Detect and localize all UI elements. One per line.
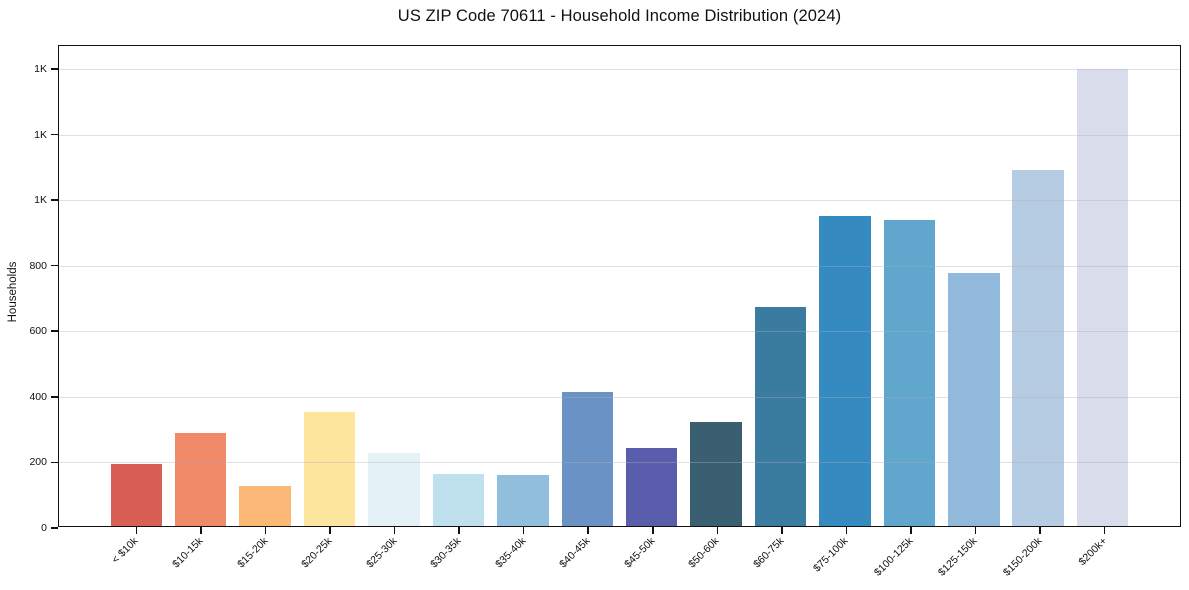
x-tick-label: $100-125k xyxy=(871,535,916,579)
gridline-400 xyxy=(59,396,1180,398)
x-tick-label: $20-25k xyxy=(299,535,335,571)
bar-$100-125k xyxy=(883,219,936,526)
gridline-1400 xyxy=(59,68,1180,70)
y-tick-label: 800 xyxy=(29,259,47,272)
x-tick-label: $10-15k xyxy=(170,535,206,571)
y-tick-label: 1K xyxy=(34,62,47,75)
x-tick-mark xyxy=(329,527,331,534)
y-tick-label: 1K xyxy=(34,128,47,141)
x-tick-mark xyxy=(716,527,719,534)
x-tick-label: $35-40k xyxy=(492,535,529,571)
bar-$35-40k xyxy=(497,475,549,526)
y-tick-label: 200 xyxy=(29,456,47,469)
x-tick-mark xyxy=(910,527,912,534)
bar-$45-50k xyxy=(625,447,678,526)
bar-$20-25k xyxy=(303,411,356,526)
bar-$30-35k xyxy=(432,474,485,526)
chart-title: US ZIP Code 70611 - Household Income Dis… xyxy=(397,7,842,25)
x-tick-mark xyxy=(458,527,460,534)
x-tick-mark xyxy=(522,527,525,534)
y-tick-mark xyxy=(51,264,58,267)
x-tick-label: $60-75k xyxy=(751,535,787,571)
y-tick-mark xyxy=(51,527,58,529)
x-tick-label: $30-35k xyxy=(428,535,464,571)
y-tick-label: 600 xyxy=(29,325,47,338)
bar-$10-15k xyxy=(174,432,227,526)
bar-$75-100k xyxy=(819,215,871,526)
y-tick-label: 1K xyxy=(34,193,47,206)
bar-$40-45k xyxy=(561,392,614,526)
x-tick-label: $75-100k xyxy=(811,535,851,575)
x-tick-label: $25-30k xyxy=(363,535,400,571)
y-tick-label: 400 xyxy=(29,390,47,403)
x-tick-mark xyxy=(974,527,977,534)
gridline-200 xyxy=(59,462,1180,464)
bar-$200k+ xyxy=(1076,68,1129,526)
y-tick-mark xyxy=(51,199,58,201)
x-tick-label: < $10k xyxy=(109,535,141,566)
y-tick-mark xyxy=(51,133,58,136)
plot-area: 0 200 400 600 800 1K 1K 1K < $10k $10-15k $15-20k $… xyxy=(29,45,1181,579)
bar-$60-75k xyxy=(754,306,807,526)
x-tick-mark xyxy=(1039,527,1041,534)
x-tick-label: $40-45k xyxy=(557,535,593,571)
x-tick-label: $200k+ xyxy=(1075,535,1110,569)
x-tick-mark xyxy=(200,527,202,534)
bar-$125-150k xyxy=(948,272,1000,526)
x-tick-label: $15-20k xyxy=(234,535,271,571)
bar-$25-30k xyxy=(368,452,420,526)
gridline-1000 xyxy=(59,200,1180,202)
x-tick-mark xyxy=(393,527,396,534)
x-tick-label: $50-60k xyxy=(686,535,722,571)
x-tick-mark xyxy=(264,527,267,534)
bar-$15-20k xyxy=(239,486,291,526)
x-tick-mark xyxy=(651,527,654,534)
bar-$50-60k xyxy=(690,422,742,526)
gridline-800 xyxy=(59,265,1180,267)
x-tick-label: $45-50k xyxy=(621,535,658,571)
y-tick-mark xyxy=(51,396,58,398)
bar-$150-200k xyxy=(1012,170,1065,526)
y-tick-mark xyxy=(51,330,58,333)
y-tick-mark xyxy=(51,461,58,464)
x-tick-mark xyxy=(1103,527,1106,534)
x-tick-mark xyxy=(781,527,783,534)
y-tick-label: 0 xyxy=(41,521,47,534)
x-tick-mark xyxy=(135,527,138,534)
gridline-1200 xyxy=(59,134,1180,136)
bar-< $10k xyxy=(110,463,163,526)
x-tick-mark xyxy=(587,527,590,534)
x-tick-label: $150-200k xyxy=(1000,535,1045,579)
x-tick-label: $125-150k xyxy=(936,535,980,579)
y-axis-label: Households xyxy=(7,261,19,323)
x-tick-mark xyxy=(845,527,848,534)
gridline-600 xyxy=(59,331,1180,333)
y-tick-mark xyxy=(51,68,58,70)
